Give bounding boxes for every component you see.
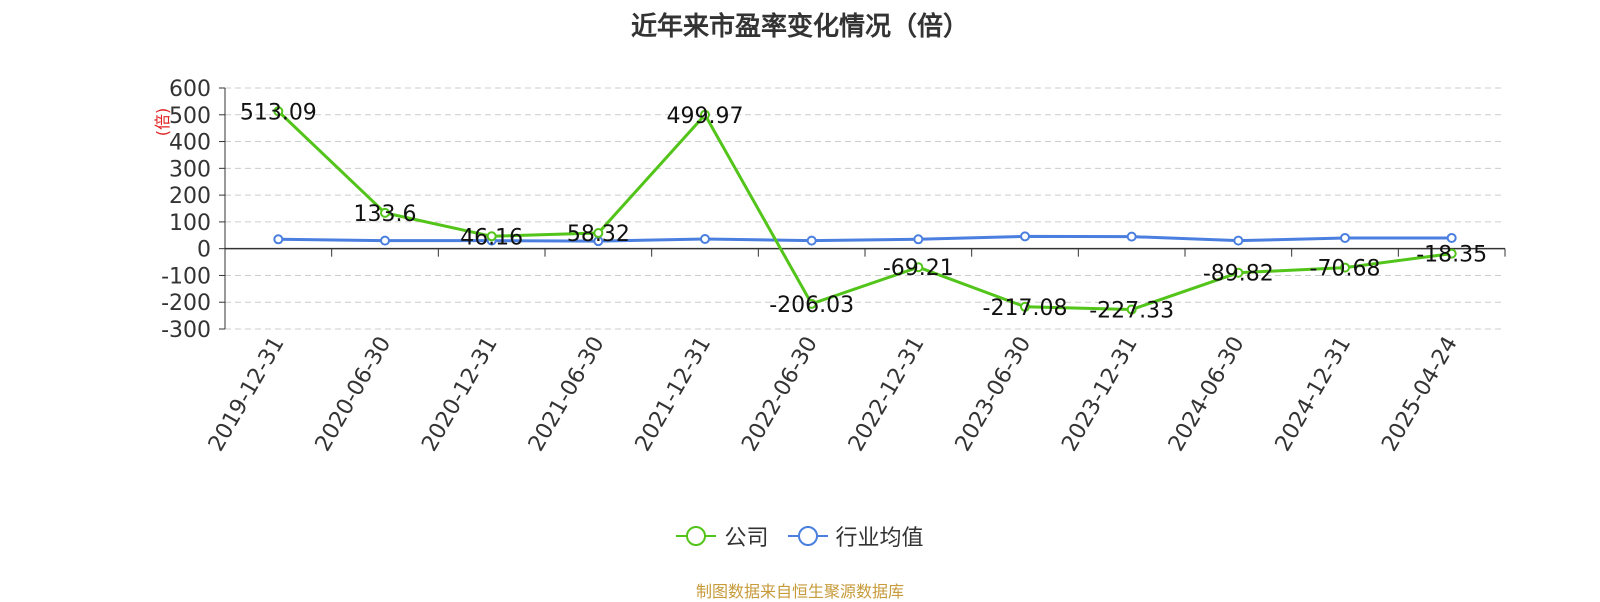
x-tick-label: 2025-04-24 <box>1377 333 1463 456</box>
legend-label-industry: 行业均值 <box>835 526 924 551</box>
company-point <box>1233 267 1244 278</box>
legend: 公司 行业均值 <box>0 520 1600 554</box>
company-data-label: -70.68 <box>1310 257 1381 282</box>
x-tick-label: 2019-12-31 <box>204 333 290 456</box>
industry-point <box>273 234 284 245</box>
x-tick-label: 2021-06-30 <box>524 333 610 456</box>
company-data-label: -227.33 <box>1089 299 1174 324</box>
company-data-label: -89.82 <box>1203 262 1274 287</box>
chart-title: 近年来市盈率变化情况（倍） <box>630 12 969 42</box>
x-tick-label: 2020-12-31 <box>417 332 503 455</box>
industry-point <box>913 234 924 245</box>
company-point <box>380 207 390 218</box>
x-tick-label: 2023-12-31 <box>1057 333 1143 456</box>
industry-point <box>1233 235 1244 246</box>
company-data-label: -217.08 <box>983 296 1068 321</box>
industry-point <box>806 235 817 246</box>
company-data-label: 46.16 <box>460 225 523 250</box>
legend-item-industry[interactable]: 行业均值 <box>787 520 924 552</box>
legend-industry-line-icon <box>787 526 828 546</box>
x-tick-label: 2021-12-31 <box>631 333 717 456</box>
y-tick-label: 0 <box>197 238 211 263</box>
company-data-label: 499.97 <box>667 104 744 129</box>
y-tick-label: 600 <box>169 77 211 102</box>
company-data-label: 513.09 <box>240 100 317 125</box>
y-tick-label: 300 <box>169 157 211 182</box>
legend-company-line-icon <box>676 526 717 546</box>
industry-series-line <box>278 234 1452 243</box>
y-tick-label: 500 <box>169 104 211 129</box>
y-tick-label: -300 <box>161 318 211 343</box>
company-data-label: 58.32 <box>567 222 630 247</box>
x-tick-label: 2020-06-30 <box>311 333 397 456</box>
company-point <box>593 228 604 239</box>
legend-label-company: 公司 <box>724 526 769 551</box>
company-data-label: -18.35 <box>1416 243 1487 268</box>
company-data-label: -206.03 <box>769 293 854 318</box>
x-tick-label: 2022-12-31 <box>844 332 930 455</box>
company-point <box>273 106 284 117</box>
company-series-line <box>277 110 1452 312</box>
industry-point <box>1020 231 1030 242</box>
industry-point <box>700 234 710 245</box>
industry-point <box>1446 232 1457 243</box>
company-point <box>1446 248 1457 259</box>
company-point <box>806 298 817 309</box>
y-tick-label: 200 <box>169 184 211 209</box>
y-axis-label: (倍) <box>153 108 172 137</box>
company-point <box>1126 304 1137 315</box>
y-tick-label: 400 <box>169 131 211 156</box>
grid-lines <box>225 87 1505 330</box>
company-point <box>1020 301 1030 312</box>
data-labels: 513.09 133.6 46.16 58.32 499.97 -206.03 -69.21… <box>240 100 1487 323</box>
company-point <box>486 231 497 242</box>
company-point <box>1340 262 1350 273</box>
company-data-label: 133.6 <box>354 202 417 227</box>
x-tick-label: 2024-06-30 <box>1164 333 1250 456</box>
source-note: 制图数据来自恒生聚源数据库 <box>695 582 904 601</box>
x-tick-label: 2022-06-30 <box>737 333 823 456</box>
series-lines <box>273 106 1457 315</box>
x-tick-label: 2023-06-30 <box>951 333 1037 456</box>
y-tick-label: 100 <box>169 211 211 236</box>
company-data-label: -69.21 <box>883 256 954 281</box>
industry-point <box>1126 231 1137 242</box>
industry-point <box>380 235 390 246</box>
company-point <box>700 109 710 120</box>
y-tick-label: -200 <box>161 291 211 316</box>
y-tick-label: -100 <box>161 264 211 289</box>
x-tick-label: 2024-12-31 <box>1271 333 1357 456</box>
legend-item-company[interactable]: 公司 <box>676 520 769 552</box>
company-point <box>913 262 924 273</box>
industry-point <box>1340 232 1350 243</box>
